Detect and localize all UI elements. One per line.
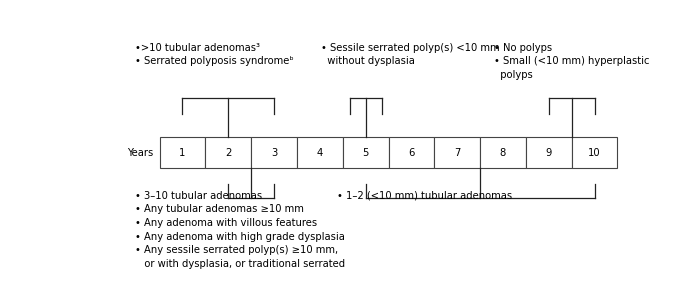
- Bar: [343, 137, 389, 168]
- Text: 4: 4: [317, 147, 323, 158]
- Text: •>10 tubular adenomas³
• Serrated polyposis syndromeᵇ: •>10 tubular adenomas³ • Serrated polypo…: [136, 43, 294, 66]
- Text: • No polyps
• Small (<10 mm) hyperplastic
  polyps: • No polyps • Small (<10 mm) hyperplasti…: [493, 43, 649, 80]
- Bar: [526, 137, 571, 168]
- Bar: [389, 137, 434, 168]
- Text: • 1–2 (<10 mm) tubular adenomas: • 1–2 (<10 mm) tubular adenomas: [337, 191, 512, 201]
- Text: 6: 6: [408, 147, 415, 158]
- Text: 1: 1: [179, 147, 186, 158]
- Text: 8: 8: [500, 147, 506, 158]
- Bar: [571, 137, 617, 168]
- Bar: [251, 137, 297, 168]
- Text: Years: Years: [127, 147, 153, 158]
- Text: • 3–10 tubular adenomas
• Any tubular adenomas ≥10 mm
• Any adenoma with villous: • 3–10 tubular adenomas • Any tubular ad…: [136, 191, 345, 269]
- Text: 5: 5: [362, 147, 369, 158]
- Text: 9: 9: [546, 147, 552, 158]
- Text: 2: 2: [225, 147, 231, 158]
- Text: 10: 10: [588, 147, 601, 158]
- Bar: [480, 137, 526, 168]
- Text: 7: 7: [454, 147, 460, 158]
- Bar: [434, 137, 480, 168]
- Text: • Sessile serrated polyp(s) <10 mm
  without dysplasia: • Sessile serrated polyp(s) <10 mm witho…: [321, 43, 500, 66]
- Text: 3: 3: [271, 147, 277, 158]
- Bar: [160, 137, 206, 168]
- Bar: [297, 137, 343, 168]
- Bar: [206, 137, 251, 168]
